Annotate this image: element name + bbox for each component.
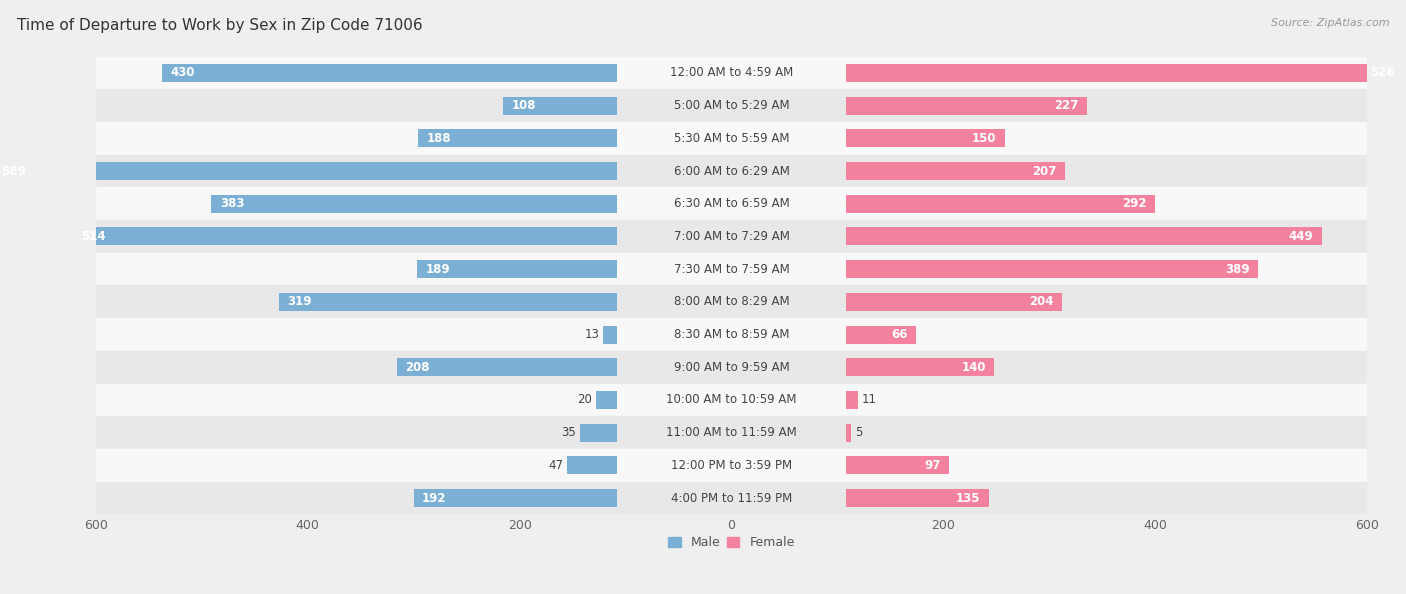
Text: 150: 150 xyxy=(972,132,997,145)
Bar xyxy=(396,358,617,376)
Bar xyxy=(96,253,1368,286)
Text: 8:30 AM to 8:59 AM: 8:30 AM to 8:59 AM xyxy=(673,328,789,341)
Text: 47: 47 xyxy=(548,459,564,472)
Bar xyxy=(96,416,1368,449)
Bar xyxy=(211,195,617,213)
Text: 135: 135 xyxy=(956,492,980,504)
Text: 189: 189 xyxy=(426,263,450,276)
Text: 7:00 AM to 7:29 AM: 7:00 AM to 7:29 AM xyxy=(673,230,790,243)
Text: 208: 208 xyxy=(405,361,430,374)
Bar xyxy=(846,260,1258,278)
Bar xyxy=(96,220,1368,253)
Bar xyxy=(846,293,1062,311)
Text: 11: 11 xyxy=(862,393,877,406)
Bar xyxy=(846,228,1322,245)
Text: 292: 292 xyxy=(1122,197,1147,210)
Text: 140: 140 xyxy=(962,361,986,374)
Text: 188: 188 xyxy=(426,132,451,145)
Bar xyxy=(846,358,994,376)
Bar xyxy=(846,489,988,507)
Text: 10:00 AM to 10:59 AM: 10:00 AM to 10:59 AM xyxy=(666,393,797,406)
Bar xyxy=(0,162,617,180)
Text: 4:00 PM to 11:59 PM: 4:00 PM to 11:59 PM xyxy=(671,492,792,504)
Bar xyxy=(96,482,1368,514)
Bar xyxy=(96,154,1368,187)
Text: 526: 526 xyxy=(1371,67,1395,80)
Text: 35: 35 xyxy=(561,426,576,439)
Bar xyxy=(503,97,617,115)
Bar xyxy=(568,456,617,475)
Bar xyxy=(846,195,1156,213)
Bar xyxy=(418,129,617,147)
Text: 12:00 PM to 3:59 PM: 12:00 PM to 3:59 PM xyxy=(671,459,792,472)
Bar xyxy=(96,351,1368,384)
Bar xyxy=(846,326,915,343)
Text: Time of Departure to Work by Sex in Zip Code 71006: Time of Departure to Work by Sex in Zip … xyxy=(17,18,422,33)
Text: 8:00 AM to 8:29 AM: 8:00 AM to 8:29 AM xyxy=(673,295,789,308)
Bar xyxy=(162,64,617,82)
Text: 319: 319 xyxy=(288,295,312,308)
Bar xyxy=(603,326,617,343)
Bar xyxy=(96,384,1368,416)
Bar xyxy=(846,129,1005,147)
Text: 7:30 AM to 7:59 AM: 7:30 AM to 7:59 AM xyxy=(673,263,790,276)
Text: 383: 383 xyxy=(219,197,245,210)
Bar xyxy=(96,449,1368,482)
Text: 108: 108 xyxy=(512,99,536,112)
Text: Source: ZipAtlas.com: Source: ZipAtlas.com xyxy=(1271,18,1389,28)
Bar xyxy=(581,424,617,441)
Text: 449: 449 xyxy=(1288,230,1313,243)
Text: 430: 430 xyxy=(170,67,194,80)
Bar xyxy=(846,456,949,475)
Text: 6:00 AM to 6:29 AM: 6:00 AM to 6:29 AM xyxy=(673,165,790,178)
Text: 12:00 AM to 4:59 AM: 12:00 AM to 4:59 AM xyxy=(671,67,793,80)
Text: 6:30 AM to 6:59 AM: 6:30 AM to 6:59 AM xyxy=(673,197,790,210)
Bar xyxy=(96,187,1368,220)
Bar xyxy=(73,228,617,245)
Text: 204: 204 xyxy=(1029,295,1053,308)
Text: 5: 5 xyxy=(856,426,863,439)
Text: 9:00 AM to 9:59 AM: 9:00 AM to 9:59 AM xyxy=(673,361,790,374)
Text: 389: 389 xyxy=(1225,263,1250,276)
Bar xyxy=(96,56,1368,89)
Text: 589: 589 xyxy=(1,165,27,178)
Text: 11:00 AM to 11:59 AM: 11:00 AM to 11:59 AM xyxy=(666,426,797,439)
Text: 66: 66 xyxy=(891,328,907,341)
Bar xyxy=(846,424,852,441)
Text: 20: 20 xyxy=(576,393,592,406)
Bar xyxy=(96,318,1368,351)
Text: 514: 514 xyxy=(82,230,105,243)
Legend: Male, Female: Male, Female xyxy=(668,536,794,549)
Text: 13: 13 xyxy=(585,328,599,341)
Bar xyxy=(846,162,1066,180)
Text: 5:30 AM to 5:59 AM: 5:30 AM to 5:59 AM xyxy=(673,132,789,145)
Bar xyxy=(846,391,858,409)
Bar xyxy=(846,64,1403,82)
Bar xyxy=(96,122,1368,154)
Bar xyxy=(413,489,617,507)
Bar xyxy=(96,89,1368,122)
Bar xyxy=(96,286,1368,318)
Bar xyxy=(596,391,617,409)
Bar xyxy=(418,260,617,278)
Text: 97: 97 xyxy=(924,459,941,472)
Text: 192: 192 xyxy=(422,492,447,504)
Bar xyxy=(280,293,617,311)
Bar xyxy=(846,97,1087,115)
Text: 5:00 AM to 5:29 AM: 5:00 AM to 5:29 AM xyxy=(673,99,789,112)
Text: 227: 227 xyxy=(1053,99,1078,112)
Text: 207: 207 xyxy=(1032,165,1057,178)
